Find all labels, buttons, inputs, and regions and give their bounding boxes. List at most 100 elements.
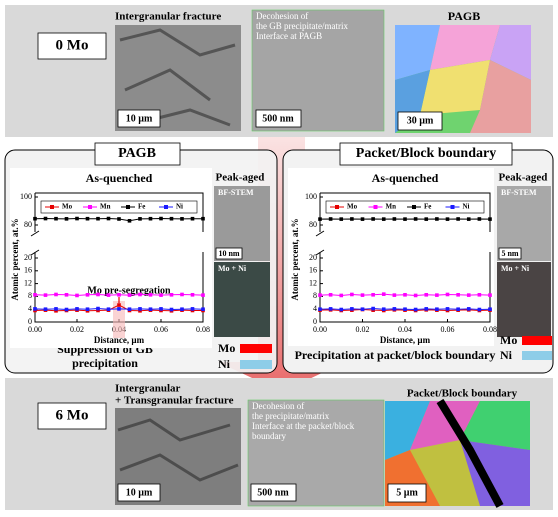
caption: the GB precipitate/matrix <box>256 21 348 31</box>
marker <box>117 303 121 307</box>
legend-marker <box>335 205 339 209</box>
marker <box>33 216 37 221</box>
conclusion: Precipitation at packet/block boundary <box>295 348 496 362</box>
marker <box>190 216 195 221</box>
marker <box>413 293 418 298</box>
y-tick-label: 4 <box>28 304 32 313</box>
marker <box>180 292 184 297</box>
chart-title: As-quenched <box>86 171 153 185</box>
scale-bar: 500 nm <box>262 113 294 124</box>
y-tick-label: 4 <box>313 304 317 313</box>
title-box <box>339 142 513 166</box>
marker <box>360 217 365 221</box>
charts: As-quenched048121620801000.000.020.040.0… <box>10 168 497 348</box>
marker <box>445 217 450 221</box>
marker <box>43 293 48 297</box>
marker <box>127 219 132 223</box>
legend-swatch <box>522 336 552 345</box>
legend-swatch <box>240 360 272 369</box>
marker <box>328 307 333 311</box>
highlight <box>113 301 125 338</box>
y-tick-label: 80 <box>24 220 32 229</box>
marker <box>339 293 344 298</box>
marker <box>456 307 460 311</box>
marker <box>96 292 100 297</box>
y-tick-label: 0 <box>28 317 32 326</box>
legend-label: Fe <box>138 203 145 211</box>
marker <box>339 217 344 221</box>
y-tick-label: 80 <box>309 220 317 229</box>
legend-swatch <box>240 344 272 353</box>
scale-box <box>215 247 243 260</box>
legend-marker <box>164 205 168 209</box>
caption: Interface at PAGB <box>256 31 322 41</box>
marker <box>138 217 142 221</box>
legend-marker <box>88 205 92 209</box>
legend-label: Ni <box>500 348 513 362</box>
annotation: Mo pre-segregation <box>87 285 171 296</box>
title-box <box>94 142 181 166</box>
x-tick-label: 0.00 <box>313 325 327 334</box>
marker <box>201 307 205 311</box>
caption: Packet/Block boundary <box>407 388 518 400</box>
marker <box>64 293 69 297</box>
marker <box>339 307 344 312</box>
marker <box>201 293 205 297</box>
marker <box>318 293 322 297</box>
caption: boundary <box>252 431 286 441</box>
marker <box>138 307 142 311</box>
x-tick-label: 0.00 <box>28 325 42 334</box>
caption: Mo + Ni <box>218 264 247 273</box>
marker <box>54 309 58 313</box>
marker <box>43 307 48 311</box>
panel-title: PAGB <box>118 146 156 161</box>
marker <box>381 217 386 221</box>
label-box <box>37 402 107 430</box>
sample-label: 0 Mo <box>56 37 89 53</box>
caption: PAGB <box>448 9 480 23</box>
marker <box>201 216 205 221</box>
legend-label: Ni <box>218 357 231 371</box>
marker <box>403 293 407 297</box>
y-tick-label: 12 <box>309 278 317 287</box>
texture <box>117 418 239 482</box>
y-tick-label: 0 <box>313 317 317 326</box>
marker <box>488 293 492 297</box>
texture <box>119 28 236 127</box>
marker <box>127 293 132 297</box>
axis-break <box>30 230 40 256</box>
scale-bar: 500 nm <box>257 487 289 498</box>
marker <box>148 216 153 221</box>
marker <box>424 217 429 221</box>
marker <box>75 216 79 221</box>
marker <box>148 307 153 311</box>
marker <box>127 307 132 311</box>
marker <box>75 307 79 311</box>
marker <box>477 307 482 312</box>
x-axis-label: Distance, µm <box>94 335 145 345</box>
marker <box>106 307 111 311</box>
x-tick-label: 0.08 <box>196 325 210 334</box>
legend-label: Mo <box>500 333 517 347</box>
marker <box>318 217 322 221</box>
marker <box>106 293 111 297</box>
marker <box>403 217 407 221</box>
scale-bar: 10 µm <box>126 113 153 124</box>
marker <box>96 308 100 313</box>
caption: BF-STEM <box>218 188 254 197</box>
marker <box>190 293 195 297</box>
legend-marker <box>373 205 378 209</box>
marker <box>350 217 354 221</box>
axis-break <box>315 230 325 256</box>
legend-label: Ni <box>463 203 470 211</box>
eds-image <box>214 262 270 337</box>
marker <box>169 293 174 297</box>
y-tick-label: 20 <box>24 253 32 262</box>
marker <box>64 217 69 221</box>
y-tick-label: 8 <box>28 291 32 300</box>
marker <box>180 307 184 311</box>
marker <box>413 217 418 221</box>
caption: Interface at the packet/block <box>252 421 355 431</box>
legend-label: Ni <box>176 203 183 211</box>
